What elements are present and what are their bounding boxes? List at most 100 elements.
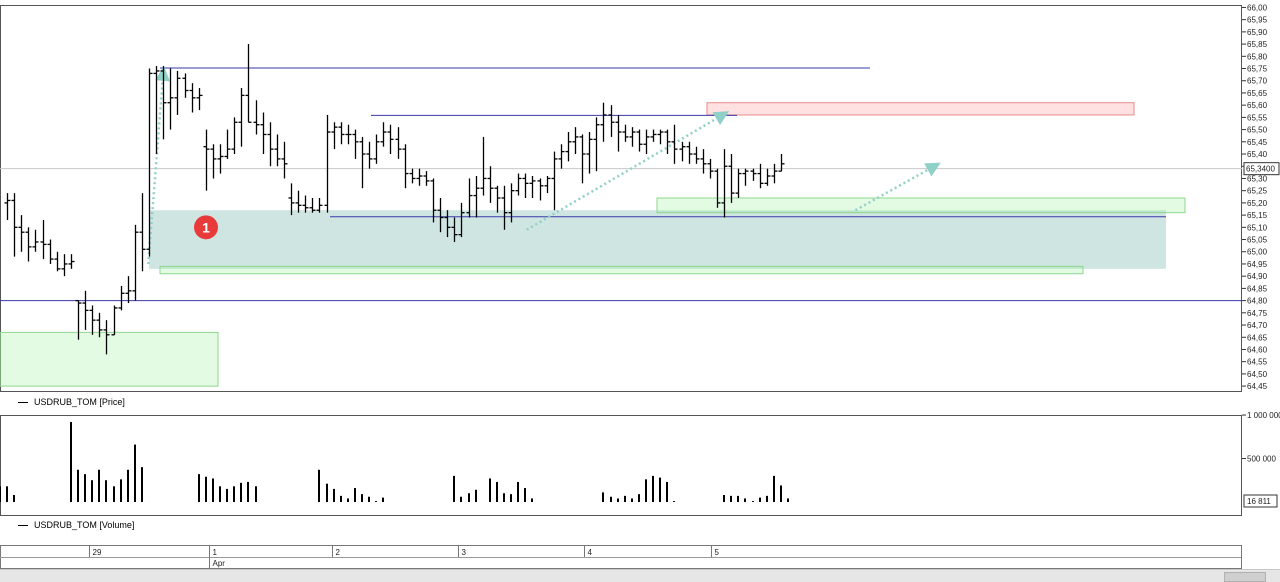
price-tick-label-7: 65,65 — [1247, 89, 1268, 98]
red-resistance-zone — [707, 103, 1134, 115]
volume-bar-90 — [638, 494, 640, 502]
volume-bar-73 — [517, 482, 519, 502]
volume-bar-2 — [13, 495, 15, 502]
price-tick-label-18: 65,10 — [1247, 223, 1268, 232]
volume-axis: 1 000 000 500 000 16 811 — [1242, 411, 1280, 507]
volume-bar-91 — [645, 479, 647, 502]
volume-bar-72 — [510, 494, 512, 502]
volume-bar-46 — [326, 484, 328, 502]
volume-bar-19 — [134, 445, 136, 502]
volume-bar-106 — [752, 501, 754, 502]
volume-bar-69 — [489, 478, 491, 502]
price-tick-label-15: 65,25 — [1247, 187, 1268, 196]
price-tick-label-4: 65,80 — [1247, 52, 1268, 61]
price-tick-label-14: 65,30 — [1247, 174, 1268, 183]
volume-legend: USDRUB_TOM [Volume] — [18, 520, 134, 530]
green-zone-right — [657, 198, 1185, 213]
volume-bar-1 — [6, 486, 8, 502]
price-axis: 66,00 65,95 65,90 65,85 65,80 65,75 65,70 65,65… — [1242, 3, 1268, 391]
price-tick-label-26: 64,70 — [1247, 321, 1268, 330]
volume-bar-45 — [318, 470, 320, 502]
chart-canvas: 66,00 65,95 65,90 65,85 65,80 65,75 65,70 65,65… — [0, 0, 1280, 569]
price-tick-label-6: 65,70 — [1247, 77, 1268, 86]
volume-bar-48 — [340, 496, 342, 502]
volume-bar-0 — [0, 486, 1, 502]
volume-bar-89 — [631, 498, 633, 502]
highlight-zones — [0, 103, 1185, 386]
volume-tick-label-0: 1 000 000 — [1247, 411, 1280, 420]
annotation-marker[interactable]: 1 — [194, 215, 218, 239]
volume-bar-88 — [624, 496, 626, 502]
volume-bar-28 — [198, 474, 200, 502]
volume-bar-30 — [212, 478, 214, 502]
volume-bar-103 — [730, 496, 732, 502]
volume-bar-32 — [226, 489, 228, 502]
volume-bar-34 — [240, 483, 242, 502]
volume-bar-35 — [247, 482, 249, 502]
price-tick-label-22: 64,90 — [1247, 272, 1268, 281]
price-tick-label-8: 65,60 — [1247, 101, 1268, 110]
price-tick-label-3: 65,85 — [1247, 40, 1268, 49]
time-label-4: 4 — [588, 548, 593, 557]
price-tick-label-19: 65,05 — [1247, 236, 1268, 245]
volume-bar-86 — [610, 497, 612, 502]
volume-bar-13 — [91, 480, 93, 502]
volume-bar-31 — [219, 486, 221, 502]
price-tick-label-0: 66,00 — [1247, 3, 1268, 12]
price-tick-label-24: 64,80 — [1247, 297, 1268, 306]
volume-bar-107 — [759, 498, 761, 502]
last-price-text: 65,3400 — [1246, 165, 1275, 174]
volume-bar-49 — [347, 498, 349, 502]
volume-bar-67 — [475, 490, 477, 502]
green-zone-thin — [160, 266, 1083, 273]
volume-legend-swatch — [18, 525, 28, 526]
price-tick-label-17: 65,15 — [1247, 211, 1268, 220]
volume-bar-87 — [617, 498, 619, 502]
volume-bar-54 — [382, 498, 384, 502]
volume-bar-85 — [602, 492, 604, 502]
price-legend: USDRUB_TOM [Price] — [18, 397, 125, 407]
price-tick-label-2: 65,90 — [1247, 28, 1268, 37]
price-tick-label-5: 65,75 — [1247, 65, 1268, 74]
last-price-label: 65,3400 — [1244, 163, 1279, 175]
price-legend-swatch — [18, 402, 28, 403]
price-tick-label-16: 65,20 — [1247, 199, 1268, 208]
volume-bar-105 — [744, 498, 746, 502]
price-tick-label-10: 65,50 — [1247, 126, 1268, 135]
price-tick-label-11: 65,45 — [1247, 138, 1268, 147]
green-zone-left — [0, 332, 218, 386]
volume-bar-71 — [503, 493, 505, 502]
volume-bar-75 — [531, 498, 533, 502]
time-label-1: 1 — [213, 548, 218, 557]
volume-bar-93 — [659, 478, 661, 502]
volume-bar-17 — [120, 479, 122, 502]
price-tick-label-25: 64,75 — [1247, 309, 1268, 318]
price-tick-label-23: 64,85 — [1247, 284, 1268, 293]
volume-bar-53 — [375, 501, 377, 502]
time-label-3: 3 — [462, 548, 467, 557]
volume-panel-frame — [1, 416, 1242, 516]
price-tick-label-1: 65,95 — [1247, 16, 1268, 25]
volume-bar-10 — [70, 422, 72, 502]
volume-bar-95 — [673, 501, 675, 502]
volume-bar-52 — [368, 497, 370, 502]
price-tick-label-20: 65,00 — [1247, 248, 1268, 257]
volume-bar-110 — [780, 485, 782, 502]
horizontal-scrollbar[interactable] — [0, 569, 1280, 582]
price-tick-label-27: 64,65 — [1247, 333, 1268, 342]
price-tick-label-28: 64,60 — [1247, 345, 1268, 354]
volume-bar-66 — [468, 493, 470, 502]
price-tick-label-29: 64,55 — [1247, 358, 1268, 367]
volume-tick-label-1: 500 000 — [1247, 455, 1276, 464]
volume-bar-74 — [524, 488, 526, 502]
price-tick-label-21: 64,95 — [1247, 260, 1268, 269]
time-label-5: 5 — [715, 548, 720, 557]
volume-bar-11 — [77, 470, 79, 502]
teal-support-zone — [149, 210, 1166, 269]
volume-bar-108 — [766, 496, 768, 502]
last-volume-text: 16 811 — [1247, 497, 1271, 506]
month-label: Apr — [213, 559, 226, 568]
volume-bar-70 — [496, 482, 498, 502]
volume-bar-14 — [98, 470, 100, 502]
volume-legend-label: USDRUB_TOM [Volume] — [34, 520, 134, 530]
